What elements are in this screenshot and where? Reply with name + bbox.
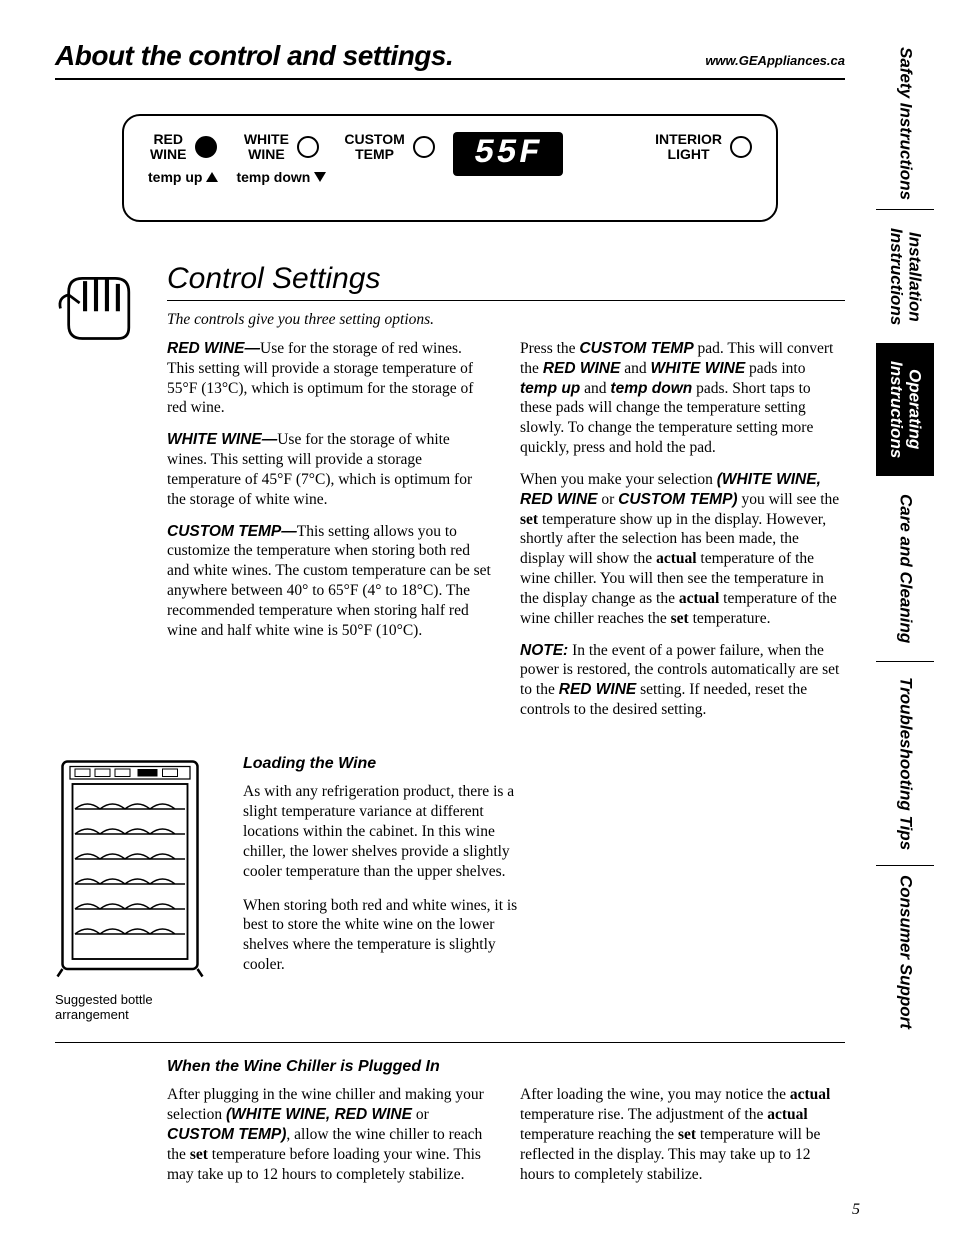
red-wine-button-group: RED WINE temp up [148, 132, 218, 185]
temp-down-button[interactable]: temp down [236, 169, 326, 185]
custom-temp-label: CUSTOM TEMP [344, 132, 404, 163]
note-paragraph: NOTE: In the event of a power failure, w… [520, 641, 845, 720]
plugged-heading: When the Wine Chiller is Plugged In [167, 1057, 845, 1077]
fridge-column: Suggested bottle arrangement [55, 754, 205, 1022]
plugged-section: When the Wine Chiller is Plugged In Afte… [55, 1057, 845, 1197]
white-wine-knob-icon [297, 136, 319, 158]
control-settings-content: Control Settings The controls give you t… [167, 262, 845, 732]
tab-troubleshooting[interactable]: Troubleshooting Tips [876, 662, 934, 866]
page-number: 5 [852, 1201, 860, 1219]
custom-temp-knob-icon [413, 136, 435, 158]
control-settings-columns: RED WINE—Use for the storage of red wine… [167, 339, 845, 732]
custom-temp-text: This setting allows you to customize the… [167, 523, 491, 639]
plugged-left: After plugging in the wine chiller and m… [167, 1085, 492, 1196]
custom-temp-button[interactable]: CUSTOM TEMP [344, 132, 434, 163]
red-wine-knob-icon [195, 136, 217, 158]
arrow-up-icon [206, 172, 218, 182]
wine-chiller-icon [55, 754, 205, 979]
white-wine-bold: WHITE WINE— [167, 431, 277, 448]
tab-safety[interactable]: Safety Instructions [876, 38, 934, 210]
interior-light-button-group: INTERIOR LIGHT [655, 132, 752, 163]
hand-icon [55, 331, 137, 348]
custom-temp-bold: CUSTOM TEMP— [167, 523, 297, 540]
control-settings-left: RED WINE—Use for the storage of red wine… [167, 339, 492, 732]
control-settings-heading: Control Settings [167, 262, 845, 301]
control-settings-right: Press the CUSTOM TEMP pad. This will con… [520, 339, 845, 732]
hand-icon-column [55, 262, 145, 732]
arrow-down-icon [314, 172, 326, 182]
white-wine-button[interactable]: WHITE WINE [244, 132, 319, 163]
control-panel: RED WINE temp up WHITE WINE temp down CU… [122, 114, 778, 222]
red-wine-label: RED WINE [150, 132, 187, 163]
title-row: About the control and settings. www.GEAp… [55, 40, 845, 80]
url: www.GEAppliances.ca [705, 53, 845, 68]
loading-heading: Loading the Wine [243, 754, 533, 774]
temperature-display: 55F [453, 132, 563, 176]
divider [55, 1042, 845, 1043]
white-wine-button-group: WHITE WINE temp down [236, 132, 326, 185]
plugged-columns: After plugging in the wine chiller and m… [167, 1085, 845, 1196]
control-panel-wrap: RED WINE temp up WHITE WINE temp down CU… [55, 114, 845, 222]
white-wine-label: WHITE WINE [244, 132, 289, 163]
loading-p2: When storing both red and white wines, i… [243, 896, 533, 975]
fridge-caption: Suggested bottle arrangement [55, 992, 205, 1022]
red-wine-bold: RED WINE— [167, 340, 260, 357]
white-wine-paragraph: WHITE WINE—Use for the storage of white … [167, 430, 492, 509]
red-wine-paragraph: RED WINE—Use for the storage of red wine… [167, 339, 492, 418]
interior-light-button[interactable]: INTERIOR LIGHT [655, 132, 752, 163]
control-settings-section: Control Settings The controls give you t… [55, 262, 845, 732]
tab-support[interactable]: Consumer Support [876, 866, 934, 1038]
side-tabs: Safety Instructions Installation Instruc… [876, 38, 934, 1208]
tab-care[interactable]: Care and Cleaning [876, 476, 934, 662]
temperature-value: 55F [474, 135, 541, 173]
loading-p1: As with any refrigeration product, there… [243, 782, 533, 881]
temp-down-label: temp down [236, 169, 310, 185]
custom-temp-button-group: CUSTOM TEMP [344, 132, 434, 163]
plugged-right: After loading the wine, you may notice t… [520, 1085, 845, 1196]
selection-paragraph: When you make your selection (WHITE WINE… [520, 470, 845, 629]
interior-light-label: INTERIOR LIGHT [655, 132, 722, 163]
press-paragraph: Press the CUSTOM TEMP pad. This will con… [520, 339, 845, 458]
red-wine-button[interactable]: RED WINE [150, 132, 217, 163]
temp-up-label: temp up [148, 169, 202, 185]
loading-content: Loading the Wine As with any refrigerati… [243, 754, 533, 1022]
tab-operating[interactable]: Operating Instructions [876, 344, 934, 476]
temp-up-button[interactable]: temp up [148, 169, 218, 185]
control-settings-intro: The controls give you three setting opti… [167, 311, 845, 329]
custom-temp-paragraph: CUSTOM TEMP—This setting allows you to c… [167, 522, 492, 641]
tab-installation[interactable]: Installation Instructions [876, 210, 934, 344]
page-title: About the control and settings. [55, 40, 453, 72]
interior-light-knob-icon [730, 136, 752, 158]
plugged-left-p: After plugging in the wine chiller and m… [167, 1085, 492, 1184]
plugged-right-p: After loading the wine, you may notice t… [520, 1085, 845, 1184]
loading-section: Suggested bottle arrangement Loading the… [55, 754, 845, 1022]
